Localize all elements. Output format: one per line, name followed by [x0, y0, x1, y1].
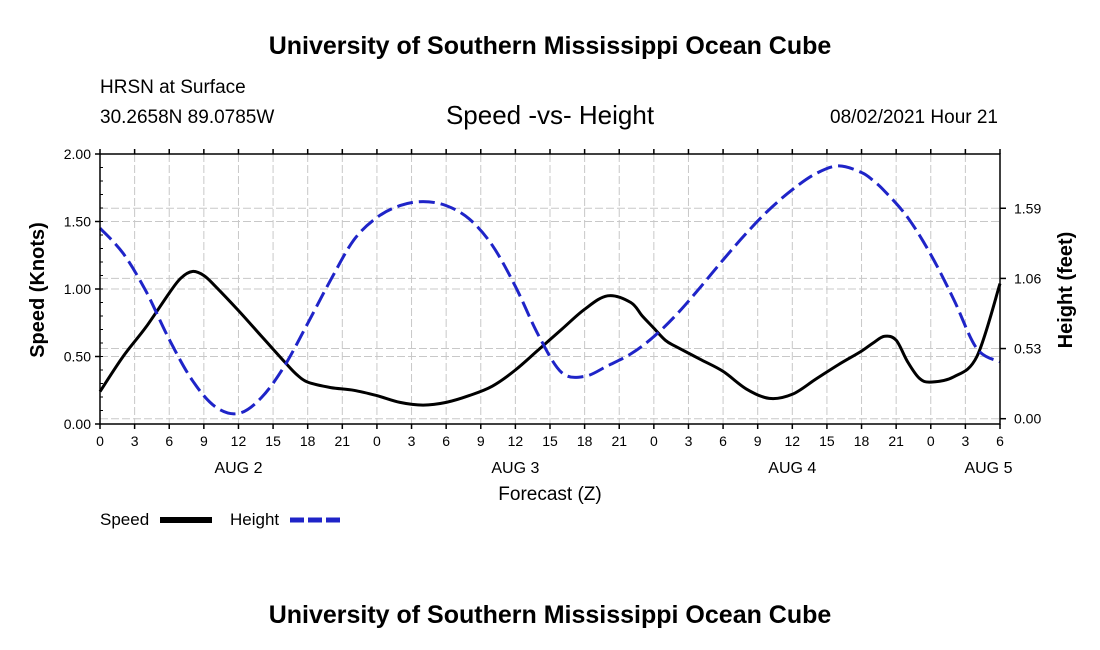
x-tick-label: 0 — [927, 433, 935, 449]
legend-speed-swatch — [160, 517, 212, 523]
x-tick-label: 3 — [685, 433, 693, 449]
x-tick-label: 18 — [300, 433, 316, 449]
y-tick-label-right: 1.06 — [1014, 270, 1041, 286]
series-line-speed — [98, 269, 1002, 407]
y-tick-label-left: 0.50 — [64, 349, 91, 365]
x-tick-label: 3 — [408, 433, 416, 449]
x-tick-label: 15 — [542, 433, 558, 449]
series-line-height — [98, 164, 1001, 416]
date-label: AUG 3 — [491, 460, 539, 477]
x-tick-label: 9 — [477, 433, 485, 449]
y-axis-label-left: Speed (Knots) — [27, 222, 49, 358]
legend-height-label: Height — [230, 510, 280, 529]
y-tick-label-left: 1.50 — [64, 214, 91, 230]
series-layer — [98, 164, 1002, 416]
x-tick-label: 12 — [231, 433, 247, 449]
x-tick-label: 9 — [754, 433, 762, 449]
x-tick-label: 0 — [650, 433, 658, 449]
x-tick-label: 21 — [611, 433, 627, 449]
x-tick-label: 15 — [265, 433, 281, 449]
y-tick-label-right: 0.00 — [1014, 411, 1041, 427]
x-tick-label: 3 — [961, 433, 969, 449]
run-time: 08/02/2021 Hour 21 — [830, 107, 998, 128]
x-axis-label: Forecast (Z) — [498, 484, 601, 505]
x-tick-label: 18 — [577, 433, 593, 449]
plot-title: Speed -vs- Height — [445, 100, 655, 130]
date-label: AUG 5 — [964, 460, 1012, 477]
station-name: HRSN at Surface — [100, 77, 246, 98]
x-tick-label: 21 — [335, 433, 351, 449]
legend-height-swatch — [290, 517, 342, 523]
legend-speed-label: Speed — [100, 510, 150, 529]
bottom-title: University of Southern Mississippi Ocean… — [268, 601, 832, 629]
grid-layer — [100, 154, 1000, 424]
date-label: AUG 2 — [214, 460, 262, 477]
y-tick-label-left: 1.00 — [64, 281, 91, 297]
axes-layer: 0 3 6 9 12 15 18 21 0 3 6 9 12 15 18 21 0 3 6 9 12 15 18 21 0 3 60… — [64, 146, 1042, 477]
y-tick-label-right: 1.59 — [1014, 200, 1041, 216]
x-tick-label: 15 — [819, 433, 835, 449]
x-tick-label: 12 — [785, 433, 801, 449]
x-tick-label: 6 — [719, 433, 727, 449]
x-tick-label: 9 — [200, 433, 208, 449]
y-tick-label-left: 2.00 — [64, 146, 91, 162]
x-tick-label: 6 — [165, 433, 173, 449]
date-label: AUG 4 — [768, 460, 816, 477]
station-coords: 30.2658N 89.0785W — [100, 107, 275, 128]
x-tick-label: 3 — [131, 433, 139, 449]
y-tick-label-left: 0.00 — [64, 416, 91, 432]
x-tick-label: 18 — [854, 433, 870, 449]
y-axis-label-right: Height (feet) — [1055, 232, 1077, 349]
x-tick-label: 0 — [373, 433, 381, 449]
y-tick-label-right: 0.53 — [1014, 341, 1041, 357]
x-tick-label: 0 — [96, 433, 104, 449]
x-tick-label: 21 — [888, 433, 904, 449]
top-title: University of Southern Mississippi Ocean… — [268, 32, 832, 60]
x-tick-label: 6 — [442, 433, 450, 449]
x-tick-label: 12 — [508, 433, 524, 449]
x-tick-label: 6 — [996, 433, 1004, 449]
